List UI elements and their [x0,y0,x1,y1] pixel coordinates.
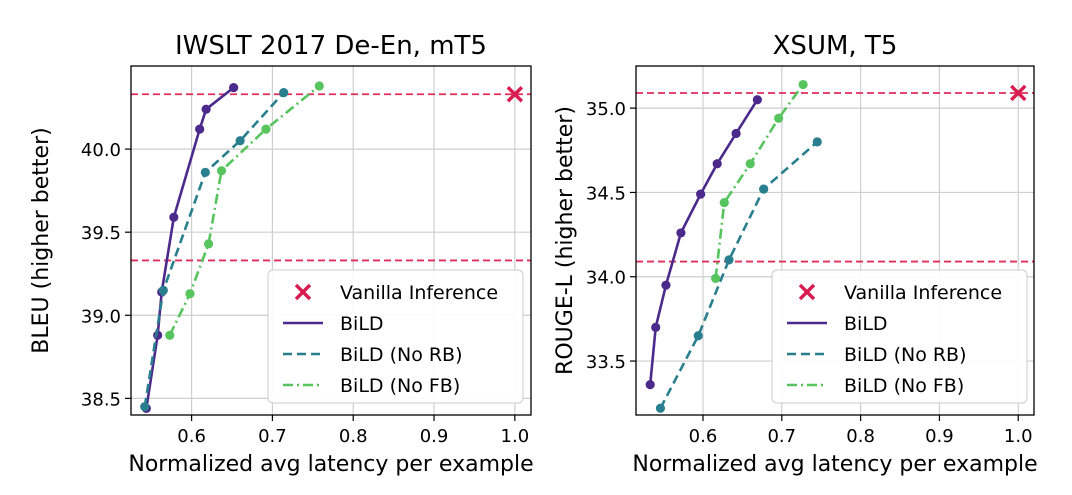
data-point [676,228,686,238]
data-point [235,136,245,146]
y-axis-label: BLEU (higher better) [29,127,54,353]
legend-label: Vanilla Inference [844,282,1002,304]
data-point [774,113,784,123]
series-line [145,86,235,409]
data-point [165,330,175,340]
data-point [216,166,227,176]
data-point [745,159,755,169]
data-point [798,79,808,90]
data-point [719,197,729,208]
x-tick-label: 1.0 [1004,426,1033,447]
data-point [314,81,324,91]
x-tick-label: 0.9 [925,426,954,447]
series-line [168,84,321,336]
data-point [203,239,214,249]
legend-vanilla-swatch [798,283,816,301]
legend-label: BiLD (No FB) [844,375,964,397]
data-point [158,285,168,295]
x-tick-label: 0.8 [339,426,368,447]
legend-box [771,269,1028,404]
chart-title: XSUM, T5 [773,31,898,61]
y-tick-label: 40.0 [81,140,121,161]
data-point [752,95,762,105]
x-axis-label: Normalized avg latency per example [128,452,533,477]
x-tick-label: 0.7 [258,426,287,447]
axes-frame [635,65,1035,416]
data-point [195,124,205,134]
y-tick-label: 39.5 [81,223,121,244]
x-tick-label: 0.9 [420,426,449,447]
vanilla-marker [1010,84,1027,102]
legend-box [267,269,524,404]
axes-frame [130,65,532,416]
data-point [812,137,822,147]
chart-title: IWSLT 2017 De-En, mT5 [175,31,487,61]
data-point [661,280,671,290]
data-point [140,402,150,412]
data-point [261,124,271,134]
legend-label: Vanilla Inference [340,282,498,304]
legend-label: BiLD [844,313,888,335]
data-point [731,128,741,139]
y-tick-label: 39.0 [81,306,121,327]
legend-label: BiLD (No RB) [340,344,463,366]
data-point [279,87,289,98]
series-line [648,99,759,385]
vanilla-marker [506,86,524,103]
data-point [693,331,703,341]
data-point [200,167,210,177]
x-tick-label: 0.6 [177,426,206,447]
legend-vanilla-swatch [294,283,312,301]
y-tick-label: 38.5 [81,389,121,410]
x-tick-label: 1.0 [501,426,530,447]
data-point [712,159,722,169]
series-line [659,140,819,409]
y-tick-label: 35.0 [586,99,626,120]
x-tick-label: 0.7 [767,426,796,447]
y-axis-label: ROUGE-L (higher better) [553,106,578,375]
data-point [185,289,195,299]
data-point [201,104,211,114]
chart-panel-xsum: 0.6 0.7 0.8 0.9 1.0 33.5 34.0 34.5 35.0 XSUM, T5 N… [553,31,1038,477]
data-point [169,212,179,222]
data-point [696,189,706,199]
data-point [724,255,734,265]
legend-label: BiLD [340,313,384,335]
data-point [759,184,769,194]
x-tick-label: 0.6 [689,426,718,447]
x-axis-label: Normalized avg latency per example [632,452,1037,477]
y-tick-label: 34.5 [586,183,626,204]
series-line [714,83,805,279]
chart-panel-iwslt: 0.6 0.7 0.8 0.9 1.0 38.5 39.0 39.5 40.0 IWSLT 201… [29,31,534,477]
data-point [645,380,655,390]
data-point [655,403,666,413]
y-tick-label: 34.0 [586,268,626,289]
y-tick-label: 33.5 [586,352,626,373]
data-point [229,83,239,93]
legend-label: BiLD (No RB) [844,344,967,366]
series-line [143,91,285,407]
x-tick-label: 0.8 [846,426,875,447]
legend-label: BiLD (No FB) [340,375,460,397]
data-point [651,322,661,332]
data-point [711,273,721,284]
